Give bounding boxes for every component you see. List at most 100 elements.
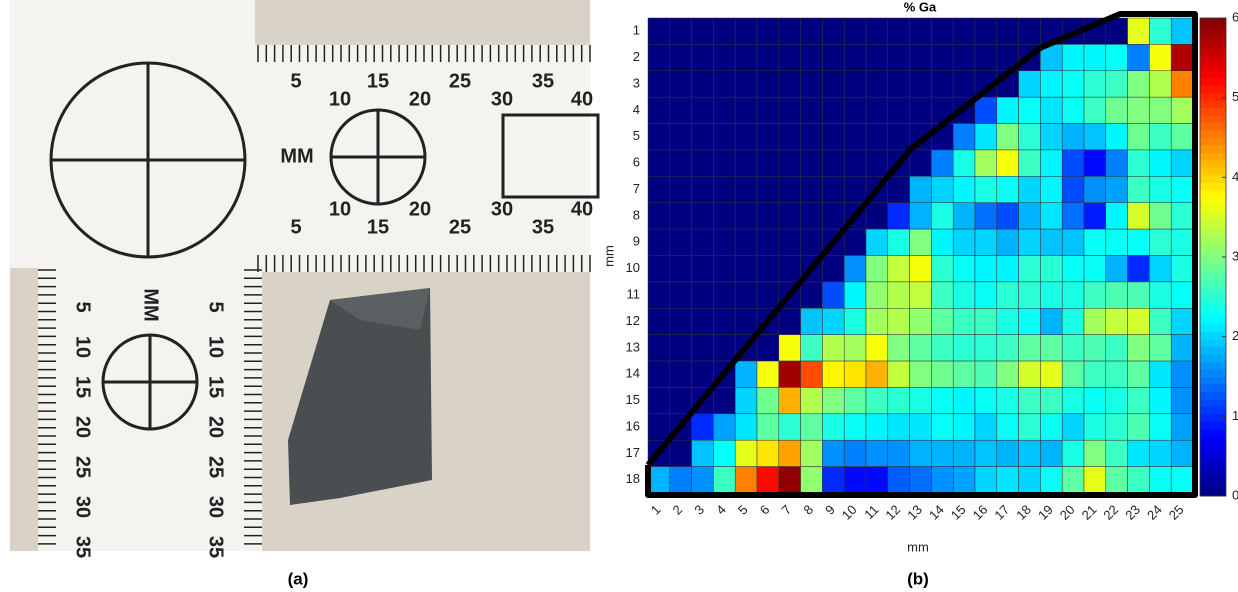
heatmap-cell (865, 255, 889, 283)
heatmap-cell (1170, 17, 1194, 45)
colorbar-step (1200, 204, 1226, 213)
heatmap-cell (1170, 44, 1194, 72)
colorbar-step (1200, 137, 1226, 146)
colorbar-step (1200, 122, 1226, 131)
heatmap-cell (996, 176, 1019, 203)
y-tick-label: 4 (633, 102, 640, 117)
heatmap-cell (1040, 334, 1063, 362)
colorbar-step (1200, 47, 1226, 56)
heatmap-cell (822, 281, 845, 309)
heatmap-cell (713, 281, 736, 309)
heatmap-cell (822, 17, 845, 45)
heatmap-cell (713, 70, 736, 98)
heatmap-cell (647, 334, 671, 362)
heatmap-cell (1127, 123, 1150, 151)
heatmap-cell (887, 228, 910, 256)
heatmap-cell (1149, 202, 1172, 230)
specimen (288, 288, 432, 505)
heatmap-cell (713, 228, 736, 256)
y-tick-label: 14 (626, 366, 640, 381)
heatmap-cell (1061, 360, 1085, 388)
heatmap-cell (778, 308, 801, 335)
heatmap-cell (974, 96, 998, 124)
heatmap-cell (1061, 255, 1085, 283)
heatmap-cell (996, 123, 1019, 151)
y-tick-label: 18 (626, 471, 640, 486)
heatmap-cell (909, 70, 932, 98)
heatmap-cell (669, 308, 692, 335)
heatmap-cell (1061, 44, 1085, 72)
x-tick-label: 4 (713, 502, 729, 518)
ruler-number: 40 (571, 88, 593, 110)
heatmap-cell (822, 255, 845, 283)
heatmap-cell (865, 228, 889, 256)
heatmap-cell (1105, 255, 1128, 283)
x-tick-label: 12 (882, 502, 903, 523)
colorbar-tick-label: 6 (1232, 9, 1238, 24)
heatmap-cell (887, 17, 910, 45)
ruler-number: 10 (329, 198, 351, 220)
heatmap-cell (1083, 255, 1107, 283)
heatmap-cell (756, 149, 780, 177)
heatmap-cell (1061, 439, 1085, 467)
heatmap-cell (1127, 334, 1150, 362)
sample-outline (645, 11, 1198, 498)
colorbar-step (1200, 488, 1226, 497)
heatmap-cell (887, 202, 910, 230)
heatmap-cell (647, 360, 671, 388)
heatmap-cell (669, 176, 692, 203)
heatmap-cell (996, 413, 1019, 441)
heatmap-cell (909, 387, 932, 415)
heatmap-cell (1149, 413, 1172, 441)
heatmap-cell (1127, 149, 1150, 177)
heatmap-cell (1018, 149, 1041, 177)
heatmap-cell (974, 255, 998, 283)
heatmap-cell (1149, 96, 1172, 124)
heatmap-cell (996, 228, 1019, 256)
heatmap-cell (1083, 334, 1107, 362)
heatmap-cell (713, 466, 736, 494)
x-tick-label: 11 (861, 502, 881, 522)
heatmap-cell (1105, 176, 1128, 203)
heatmap-cell (822, 308, 845, 335)
heatmap-cell (887, 360, 910, 388)
heatmap-cell (1018, 228, 1041, 256)
heatmap-cell (800, 308, 823, 335)
heatmap-cell (952, 228, 976, 256)
heatmap-cell (1083, 123, 1107, 151)
heatmap-cell (1040, 439, 1063, 467)
heatmap-cell (865, 70, 889, 98)
heatmap-cell (1127, 413, 1150, 441)
heatmap-cell (669, 439, 692, 467)
heatmap-cell (909, 255, 932, 283)
heatmap-cell (1127, 176, 1150, 203)
ruler-number: 30 (491, 88, 513, 110)
heatmap-cell (756, 281, 780, 309)
y-tick-label: 11 (627, 287, 641, 302)
heatmap-cell (713, 334, 736, 362)
heatmap-cell (974, 334, 998, 362)
heatmap-cell (1040, 308, 1063, 335)
x-tick-label: 2 (670, 502, 686, 518)
heatmap-cell (734, 70, 758, 98)
colorbar-step (1200, 159, 1226, 168)
heatmap-cell (1040, 281, 1063, 309)
heatmap-cell (996, 466, 1019, 494)
y-tick-label: 1 (633, 23, 640, 38)
heatmap-cell (1170, 255, 1194, 283)
heatmap-cell (843, 466, 867, 494)
heatmap-cell (1018, 202, 1041, 230)
y-tick-label: 7 (633, 181, 640, 196)
heatmap-cell (713, 176, 736, 203)
colorbar-step (1200, 77, 1226, 86)
ruler-number: 35 (72, 536, 94, 558)
heatmap-cell (756, 202, 780, 230)
heatmap-cell (1083, 96, 1107, 124)
colorbar-step (1200, 144, 1226, 153)
colorbar-step (1200, 473, 1226, 482)
heatmap-cell (843, 439, 867, 467)
heatmap-cell (1149, 308, 1172, 335)
heatmap-cell (778, 466, 801, 494)
y-axis-label: mm (601, 245, 616, 267)
colorbar-step (1200, 413, 1226, 422)
